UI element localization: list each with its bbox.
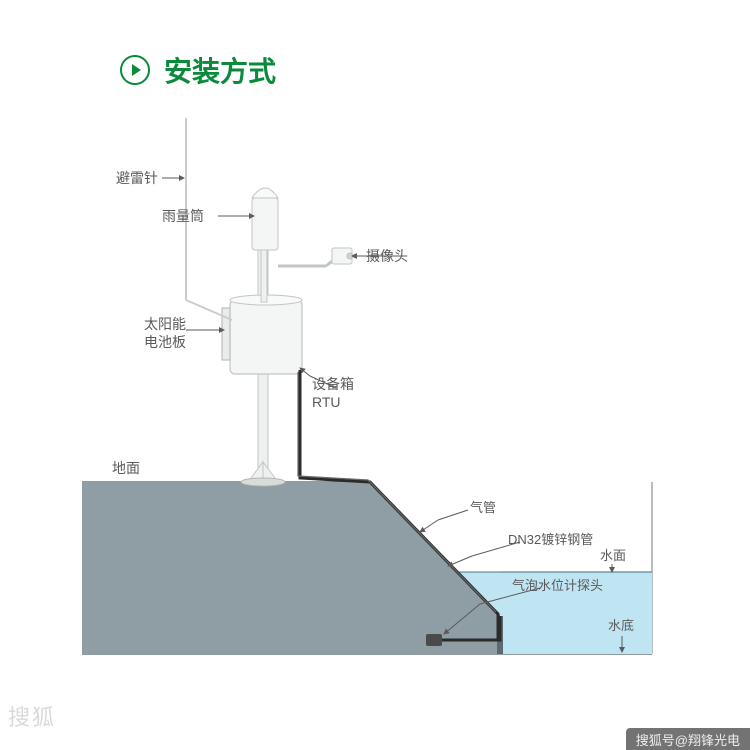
leader-airtube-b	[438, 510, 468, 520]
label-equipment-box-text: 设备箱RTU	[312, 376, 354, 410]
label-solar-panel-text: 太阳能电池板	[144, 316, 186, 350]
watermark-bar: 搜狐号@翔锋光电	[626, 728, 750, 750]
diagram-canvas: 安装方式	[0, 0, 750, 750]
leader-airtube-a	[420, 520, 438, 532]
rain-gauge-body	[252, 198, 278, 250]
watermark-left: 搜狐	[8, 700, 56, 732]
label-rain-gauge: 雨量筒	[162, 208, 204, 226]
label-water-surface: 水面	[600, 548, 626, 564]
label-lightning-rod: 避雷针	[116, 170, 158, 188]
bubble-probe	[426, 634, 442, 646]
label-air-tube: 气管	[470, 500, 496, 516]
label-water-bottom: 水底	[608, 618, 634, 634]
label-equipment-box: 设备箱RTU	[312, 376, 354, 411]
upper-pole	[261, 248, 267, 302]
label-probe: 气泡水位计探头	[512, 578, 603, 594]
installation-diagram	[0, 0, 750, 750]
ground-main	[82, 482, 500, 654]
rain-gauge-cap	[252, 188, 278, 198]
label-camera: 摄像头	[366, 248, 408, 266]
leader-pipe-a	[448, 556, 472, 566]
label-ground: 地面	[112, 460, 140, 478]
rtu-box	[230, 300, 302, 374]
label-solar-panel: 太阳能电池板	[138, 316, 186, 351]
label-steel-pipe: DN32镀锌钢管	[508, 532, 593, 548]
pole-base-plate	[241, 478, 285, 486]
